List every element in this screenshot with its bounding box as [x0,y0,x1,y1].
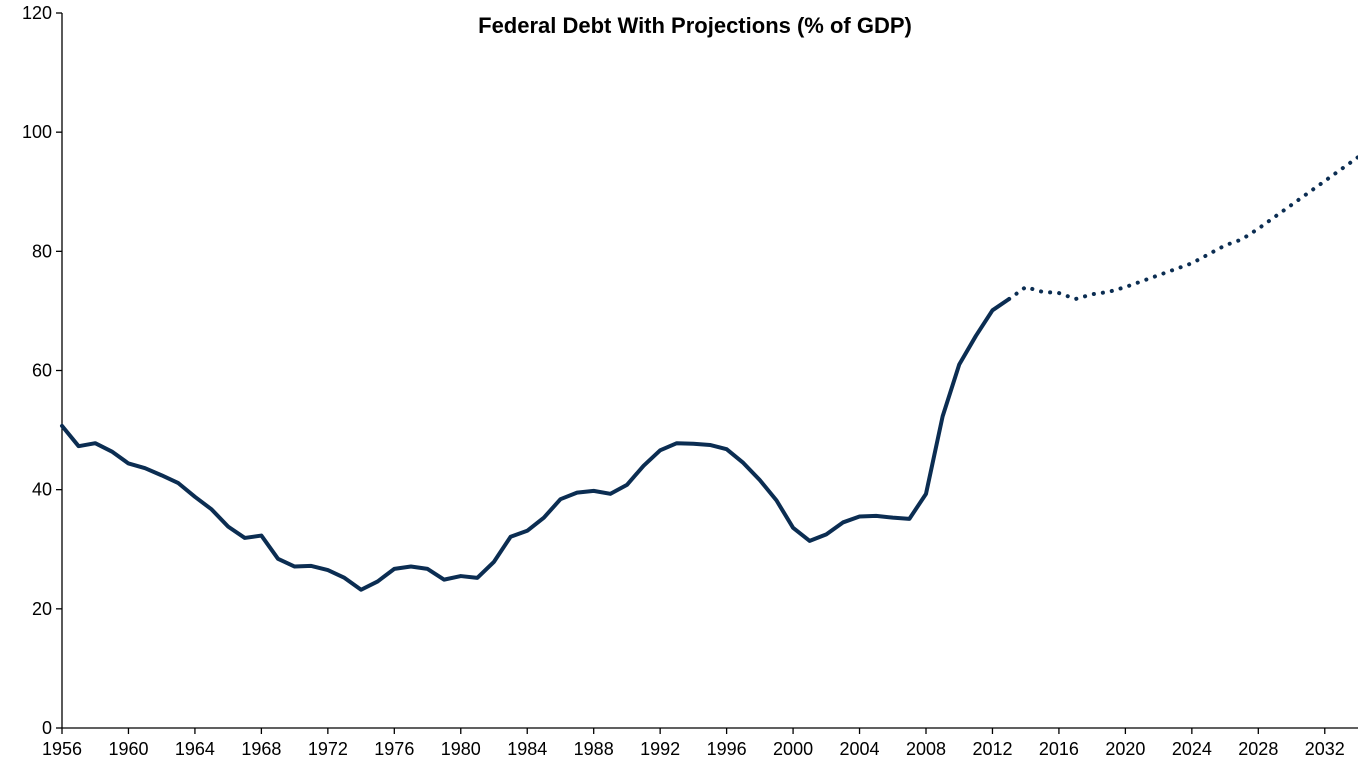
x-axis-ticks: 1956 1960 1964 1968 1972 1976 1980 1984 1988 1992… [42,728,1345,759]
axes [62,13,1358,728]
x-tick-label: 1992 [640,739,680,759]
y-axis-ticks: 0 20 40 60 80 100 120 [22,3,62,738]
x-tick-label: 1968 [241,739,281,759]
x-tick-label: 1996 [707,739,747,759]
historical-series-line [62,299,1009,590]
x-tick-label: 2004 [840,739,880,759]
y-tick-label: 20 [32,599,52,619]
x-tick-label: 2020 [1105,739,1145,759]
x-tick-label: 2008 [906,739,946,759]
x-tick-label: 2016 [1039,739,1079,759]
y-tick-label: 60 [32,361,52,381]
x-tick-label: 1964 [175,739,215,759]
x-tick-label: 1972 [308,739,348,759]
y-tick-label: 100 [22,122,52,142]
x-tick-label: 2028 [1238,739,1278,759]
x-tick-label: 2000 [773,739,813,759]
projection-series-line [1009,157,1358,299]
x-tick-label: 1956 [42,739,82,759]
x-tick-label: 2032 [1305,739,1345,759]
y-tick-label: 80 [32,241,52,261]
x-tick-label: 2012 [972,739,1012,759]
y-tick-label: 0 [42,718,52,738]
chart-title: Federal Debt With Projections (% of GDP) [478,13,912,38]
y-tick-label: 40 [32,480,52,500]
x-tick-label: 2024 [1172,739,1212,759]
y-tick-label: 120 [22,3,52,23]
x-tick-label: 1988 [574,739,614,759]
series-layer [62,157,1358,590]
x-tick-label: 1980 [441,739,481,759]
x-tick-label: 1960 [108,739,148,759]
x-tick-label: 1984 [507,739,547,759]
x-tick-label: 1976 [374,739,414,759]
